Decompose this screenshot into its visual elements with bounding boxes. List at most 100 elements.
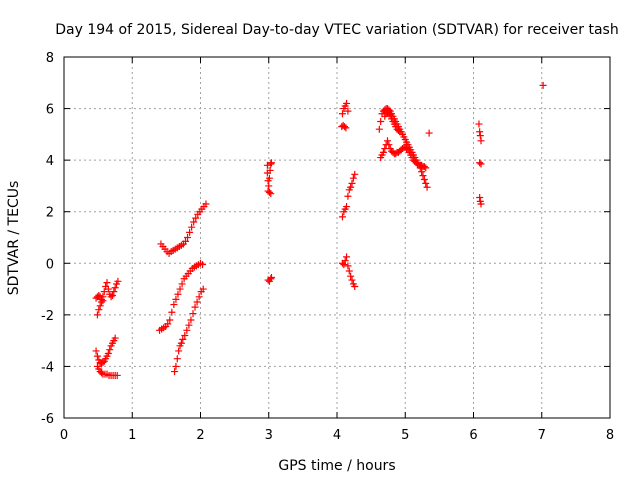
data-point [100, 288, 108, 296]
data-point [171, 368, 179, 376]
data-point [195, 293, 203, 301]
data-point [267, 190, 275, 198]
data-point [379, 148, 387, 156]
data-point [385, 110, 393, 118]
data-point [191, 303, 199, 311]
data-point [93, 311, 101, 319]
data-point [418, 168, 426, 176]
data-point [95, 292, 103, 300]
data-point [111, 284, 119, 292]
data-point [476, 194, 484, 202]
data-point [423, 183, 431, 191]
data-point [175, 347, 183, 355]
data-point [341, 257, 349, 265]
data-point [344, 107, 352, 115]
data-point [173, 355, 181, 363]
data-points [92, 81, 547, 379]
y-tick-label: -6 [41, 412, 54, 427]
data-point [99, 359, 107, 367]
data-point [377, 117, 385, 125]
data-point [384, 137, 392, 145]
x-tick-label: 1 [128, 428, 136, 443]
data-point [348, 276, 356, 284]
data-point [344, 262, 352, 270]
data-point [176, 285, 184, 293]
tick-labels: 0 1 2 3 4 5 6 7 8 -6 -4 -2 0 2 4 6 8 [41, 51, 614, 443]
data-point [403, 145, 411, 153]
data-point [107, 293, 115, 301]
data-point [113, 371, 121, 379]
data-point [183, 326, 191, 334]
x-tick-label: 2 [196, 428, 204, 443]
data-point [178, 280, 186, 288]
data-point [476, 159, 484, 167]
data-point [343, 253, 351, 261]
x-tick-label: 7 [538, 428, 546, 443]
y-axis-label: SDTVAR / TECUs [6, 181, 22, 296]
data-point [172, 295, 180, 303]
grid [64, 57, 610, 418]
data-point [189, 310, 197, 318]
data-point [265, 188, 273, 196]
data-point [267, 275, 275, 283]
data-point [343, 203, 351, 211]
data-point [265, 174, 273, 182]
data-point [386, 111, 394, 119]
data-point [394, 126, 402, 134]
data-point [351, 170, 359, 178]
data-point [170, 301, 178, 309]
data-point [340, 261, 348, 269]
y-tick-label: -4 [41, 360, 54, 375]
data-point [263, 161, 271, 169]
y-tick-label: 8 [46, 51, 54, 66]
plot-frame [63, 56, 611, 419]
data-point [193, 298, 201, 306]
data-point [349, 174, 357, 182]
y-tick-label: 4 [46, 154, 54, 169]
data-point [476, 128, 484, 136]
x-axis-label: GPS time / hours [278, 458, 395, 474]
data-point [396, 128, 404, 136]
data-point [108, 292, 116, 300]
data-point [267, 160, 275, 168]
data-point [348, 179, 356, 187]
chart-title: Day 194 of 2015, Sidereal Day-to-day VTE… [55, 22, 618, 38]
data-point [351, 282, 359, 290]
y-tick-label: 6 [46, 103, 54, 118]
y-tick-label: 0 [46, 257, 54, 272]
x-tick-label: 8 [606, 428, 614, 443]
y-tick-label: -2 [41, 309, 54, 324]
data-point [267, 273, 275, 281]
x-tick-label: 4 [333, 428, 341, 443]
x-tick-label: 3 [265, 428, 273, 443]
data-point [164, 320, 172, 328]
data-point [185, 321, 193, 329]
data-point [172, 362, 180, 370]
data-point [338, 213, 346, 221]
data-point [477, 160, 485, 168]
data-point [420, 175, 428, 183]
x-tick-label: 6 [469, 428, 477, 443]
data-point [174, 290, 182, 298]
data-point [422, 164, 430, 172]
data-point [181, 331, 189, 339]
data-point [342, 124, 350, 132]
data-point [347, 183, 355, 191]
data-point [106, 346, 114, 354]
data-point [477, 137, 485, 145]
data-point [104, 285, 112, 293]
data-point [95, 306, 103, 314]
data-point [341, 123, 349, 131]
data-point [177, 339, 185, 347]
data-point [338, 110, 346, 118]
data-point [539, 81, 547, 89]
data-point [347, 272, 355, 280]
data-point [267, 159, 275, 167]
data-point [202, 200, 210, 208]
data-point [179, 335, 187, 343]
data-point [190, 218, 198, 226]
data-point [475, 120, 483, 128]
data-point [420, 163, 428, 171]
data-point [343, 99, 351, 107]
